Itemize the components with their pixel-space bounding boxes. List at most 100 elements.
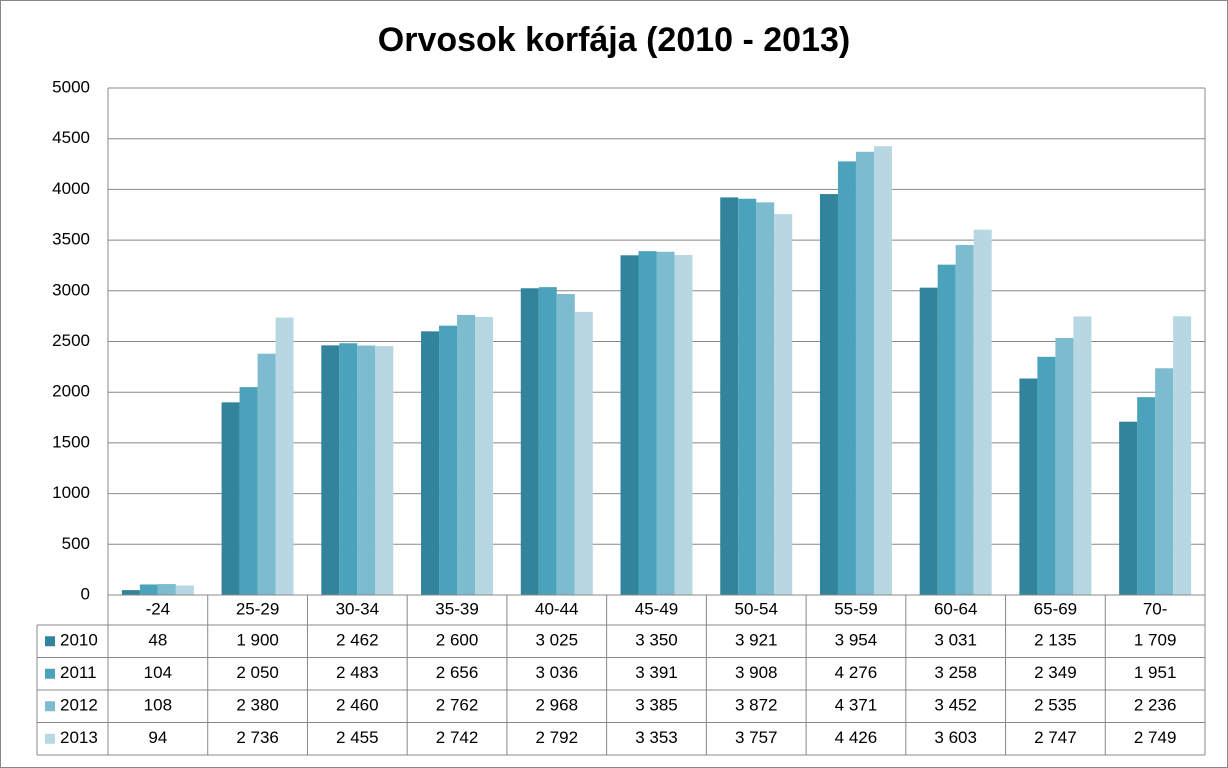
bar [937,264,956,595]
table-value: 3 908 [735,663,778,682]
y-tick-label: 0 [81,584,90,603]
x-tick-label: 70- [1143,599,1168,618]
bar [656,251,675,596]
y-tick-label: 1500 [52,432,90,451]
bar [439,325,458,595]
table-value: 2 736 [236,728,279,747]
bar [1173,316,1192,595]
y-tick-label: 3500 [52,230,90,249]
x-tick-label: -24 [146,599,171,618]
bar [955,244,974,595]
table-value: 4 426 [835,728,878,747]
y-tick-label: 5000 [52,77,90,96]
bar [357,345,376,595]
table-value: 3 031 [934,631,977,650]
table-value: 1 951 [1134,663,1177,682]
bar [520,288,539,595]
bar [638,251,657,596]
table-value: 4 276 [835,663,878,682]
y-tick-label: 4500 [52,128,90,147]
table-value: 3 921 [735,631,778,650]
table-value: 2 535 [1034,696,1077,715]
table-value: 2 656 [436,663,479,682]
bar [375,346,394,595]
bar [738,198,757,595]
legend-label: 2011 [60,663,97,682]
legend-label: 2010 [60,631,98,650]
bar [339,343,358,595]
table-value: 2 349 [1034,663,1077,682]
table-value: 48 [148,631,167,650]
x-tick-label: 30-34 [336,599,379,618]
bar [538,287,557,595]
y-tick-label: 4000 [52,179,90,198]
legend-swatch [45,668,55,679]
table-value: 94 [148,728,167,747]
bar [121,590,140,595]
bar [157,584,176,595]
bar [837,161,856,595]
table-value: 3 353 [635,728,678,747]
bar [321,345,340,595]
table-value: 2 747 [1034,728,1077,747]
bar [855,151,874,596]
legend-swatch [45,733,55,744]
bar [919,287,938,595]
x-tick-label: 40-44 [535,599,578,618]
bar [239,387,258,595]
bar [674,255,693,595]
x-tick-label: 50-54 [734,599,777,618]
y-tick-label: 2500 [52,331,90,350]
bar [574,311,593,595]
bar [774,214,793,595]
chart-title: Orvosok korfája (2010 - 2013) [378,21,850,59]
table-value: 3 385 [635,696,678,715]
y-tick-label: 3000 [52,280,90,299]
legend-label: 2012 [60,696,98,715]
bar [1055,337,1074,595]
bar [1037,356,1056,595]
bar [421,331,440,595]
bar [1137,397,1156,595]
legend-swatch [45,701,55,712]
bar [756,202,775,595]
bar [1155,368,1174,595]
y-tick-label: 1000 [52,483,90,502]
table-value: 3 872 [735,696,778,715]
bar [457,314,476,595]
bar [221,402,240,595]
table-value: 3 025 [535,631,578,650]
legend-label: 2013 [60,728,98,747]
bar [275,317,294,595]
table-value: 3 603 [934,728,977,747]
table-value: 2 749 [1134,728,1177,747]
bar [973,229,992,595]
y-tick-label: 2000 [52,382,90,401]
table-value: 4 371 [835,696,878,715]
y-tick-label: 500 [62,534,90,553]
x-tick-label: 55-59 [834,599,877,618]
table-value: 2 380 [236,696,279,715]
table-value: 2 050 [236,663,279,682]
bar [720,197,739,596]
table-value: 2 460 [336,696,379,715]
table-value: 2 462 [336,631,379,650]
x-tick-label: 35-39 [435,599,478,618]
table-value: 108 [144,696,172,715]
table-value: 3 350 [635,631,678,650]
x-tick-label: 65-69 [1034,599,1077,618]
bar [175,585,194,595]
table-value: 1 709 [1134,631,1177,650]
bar [819,194,838,596]
x-tick-label: 25-29 [236,599,279,618]
bar [1119,421,1138,595]
table-value: 3 391 [635,663,678,682]
x-tick-label: 60-64 [934,599,977,618]
table-value: 2 762 [436,696,479,715]
table-value: 3 757 [735,728,778,747]
bar [1019,378,1038,595]
table-value: 2 968 [535,696,578,715]
bar [475,316,494,595]
table-value: 3 258 [934,663,977,682]
